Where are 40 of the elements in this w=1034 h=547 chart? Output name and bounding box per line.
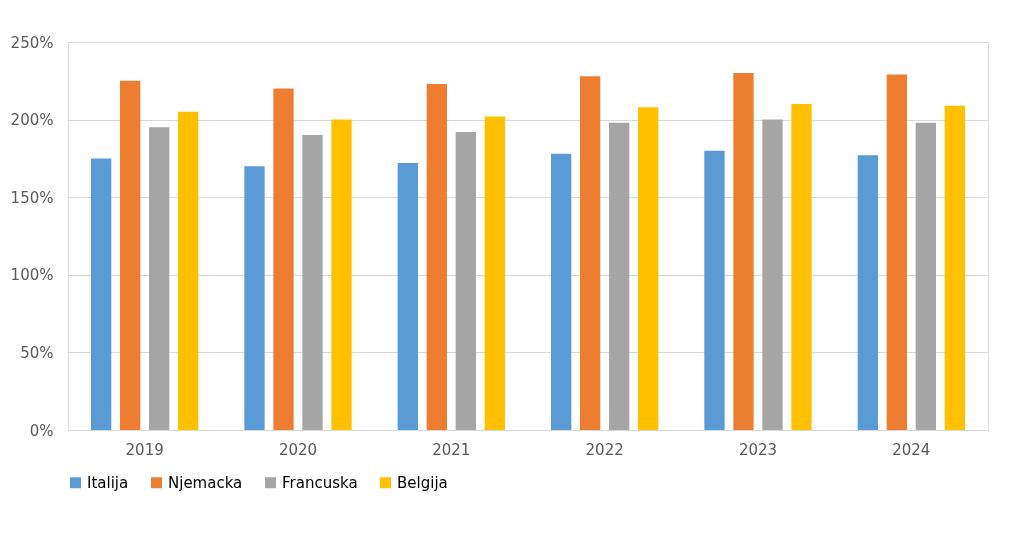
x-tick-label: 2020: [278, 440, 318, 459]
y-tick-label: 200%: [10, 111, 54, 130]
bar: [302, 135, 323, 430]
bar: [149, 127, 170, 430]
y-tick-label: 0%: [29, 421, 54, 440]
bar: [120, 80, 141, 430]
x-tick-label: 2021: [432, 440, 471, 459]
bar: [704, 150, 725, 430]
legend-label: Njemacka: [168, 473, 243, 492]
bar: [638, 107, 659, 430]
bar: [857, 155, 878, 430]
bar: [397, 163, 418, 430]
bar: [178, 111, 199, 430]
bar: [791, 104, 812, 430]
x-tick-label: 2023: [738, 440, 778, 459]
y-tick-label: 150%: [10, 188, 54, 207]
bar: [91, 158, 112, 430]
x-tick-label: 2019: [125, 440, 164, 459]
bar: [944, 105, 965, 430]
bar: [426, 83, 447, 430]
bar: [580, 76, 601, 430]
bar: [273, 88, 294, 430]
bar: [484, 116, 505, 430]
y-tick-label: 100%: [10, 266, 54, 285]
bar: [609, 122, 630, 430]
legend-label: Francuska: [282, 473, 358, 492]
bar: [244, 166, 265, 430]
x-tick-label: 2022: [585, 440, 624, 459]
bar: [331, 119, 352, 430]
bar: [762, 119, 783, 430]
legend-label: Italija: [87, 473, 129, 492]
x-tick-label: 2024: [892, 440, 931, 459]
bar: [551, 153, 572, 430]
legend-label: Belgija: [397, 473, 448, 492]
bar: [886, 74, 907, 430]
y-tick-label: 250%: [10, 33, 54, 52]
y-tick-label: 50%: [20, 343, 54, 362]
bar: [733, 73, 754, 430]
bar: [455, 132, 476, 430]
bar: [915, 122, 936, 430]
